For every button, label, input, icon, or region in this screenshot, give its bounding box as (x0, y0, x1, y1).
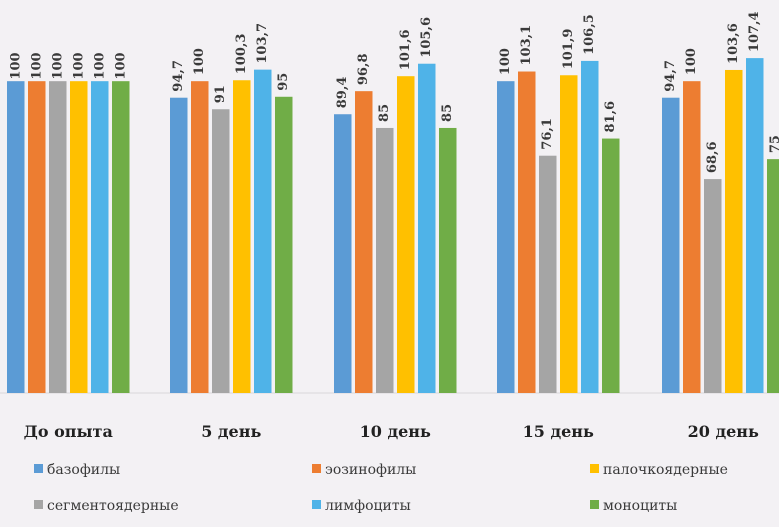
bar-2-6 (275, 96, 293, 393)
category-label-5: 20 день (688, 422, 759, 441)
legend-swatch-1-3 (590, 464, 599, 473)
bar-5-6 (767, 159, 779, 393)
bar-1-4 (70, 81, 88, 393)
legend-swatch-2-2 (312, 500, 321, 509)
value-label-4-5: 106,5 (582, 14, 597, 55)
value-label-4-3: 76,1 (540, 118, 555, 150)
value-label-3-6: 85 (440, 104, 455, 122)
bar-3-6 (439, 127, 457, 394)
value-label-5-4: 103,6 (726, 23, 741, 64)
value-label-2-4: 100,3 (234, 34, 249, 75)
value-label-3-4: 101,6 (398, 29, 413, 70)
bar-4-2 (518, 71, 536, 394)
value-label-3-1: 89,4 (335, 77, 350, 109)
value-label-2-1: 94,7 (171, 60, 186, 92)
bar-3-5 (418, 63, 436, 393)
bar-2-1 (170, 97, 188, 393)
legend-swatch-2-3 (590, 500, 599, 509)
bar-5-5 (746, 58, 764, 394)
value-label-5-6: 75 (768, 135, 779, 153)
value-label-1-5: 100 (92, 52, 107, 79)
value-label-5-3: 68,6 (705, 141, 720, 173)
legend-label-2-2: лимфоциты (325, 498, 411, 514)
bar-2-5 (254, 69, 272, 394)
legend-swatch-1-1 (34, 464, 43, 473)
bar-2-4 (233, 80, 251, 393)
legend-label-1-3: палочкоядерные (603, 462, 728, 478)
bar-5-3 (704, 179, 722, 393)
category-label-2: 5 день (201, 422, 261, 441)
value-label-4-6: 81,6 (603, 101, 618, 133)
value-label-5-2: 100 (684, 48, 699, 75)
legend-swatch-2-1 (34, 500, 43, 509)
category-label-3: 10 день (360, 422, 431, 441)
value-label-1-2: 100 (29, 52, 44, 79)
bar-2-3 (212, 109, 230, 393)
bar-4-6 (602, 138, 620, 393)
value-label-5-5: 107,4 (747, 11, 762, 52)
value-label-3-3: 85 (377, 104, 392, 122)
value-label-4-4: 101,9 (561, 29, 576, 70)
bar-1-5 (91, 81, 109, 393)
bar-3-1 (334, 114, 352, 393)
value-label-1-6: 100 (113, 52, 128, 79)
category-label-1: До опыта (24, 422, 113, 441)
legend-label-1-2: эозинофилы (325, 462, 416, 478)
category-labels-layer: До опыта 5 день 10 день 15 день 20 день (24, 422, 759, 441)
legend-label-1-1: базофилы (47, 462, 120, 478)
category-label-4: 15 день (523, 422, 594, 441)
bar-1-3 (49, 81, 67, 393)
value-label-2-3: 91 (213, 85, 228, 103)
bar-1-2 (28, 81, 46, 393)
bar-1-1 (7, 81, 25, 393)
value-label-1-4: 100 (71, 52, 86, 79)
legend-swatch-1-2 (312, 464, 321, 473)
legend: базофилы эозинофилы палочкоядерные сегменто… (34, 462, 728, 514)
value-label-5-1: 94,7 (663, 60, 678, 92)
value-label-3-2: 96,8 (356, 53, 371, 85)
value-label-2-5: 103,7 (255, 23, 270, 64)
bar-3-3 (376, 127, 394, 394)
bar-5-4 (725, 69, 743, 393)
value-label-1-3: 100 (50, 52, 65, 79)
value-label-2-2: 100 (192, 48, 207, 75)
legend-label-2-1: сегментоядерные (47, 498, 179, 514)
bars-layer (7, 58, 779, 394)
bar-4-5 (581, 60, 599, 393)
bar-4-3 (539, 155, 557, 393)
value-label-4-2: 103,1 (519, 25, 534, 66)
value-label-4-1: 100 (498, 48, 513, 75)
bar-1-6 (112, 81, 130, 393)
bar-3-4 (397, 76, 415, 394)
bar-5-1 (662, 97, 680, 393)
value-label-2-6: 95 (276, 73, 291, 91)
bar-4-1 (497, 81, 515, 393)
bar-2-2 (191, 81, 209, 393)
bar-3-2 (355, 91, 373, 393)
value-label-3-5: 105,6 (419, 17, 434, 58)
value-label-1-1: 100 (8, 52, 23, 79)
bar-5-2 (683, 81, 701, 393)
legend-label-2-3: моноциты (603, 498, 677, 514)
value-labels-layer: 94,7 100 91 100,3 103,7 95 89,4 96,8 85 101,6 105,… (8, 11, 779, 173)
bar-4-4 (560, 75, 578, 394)
